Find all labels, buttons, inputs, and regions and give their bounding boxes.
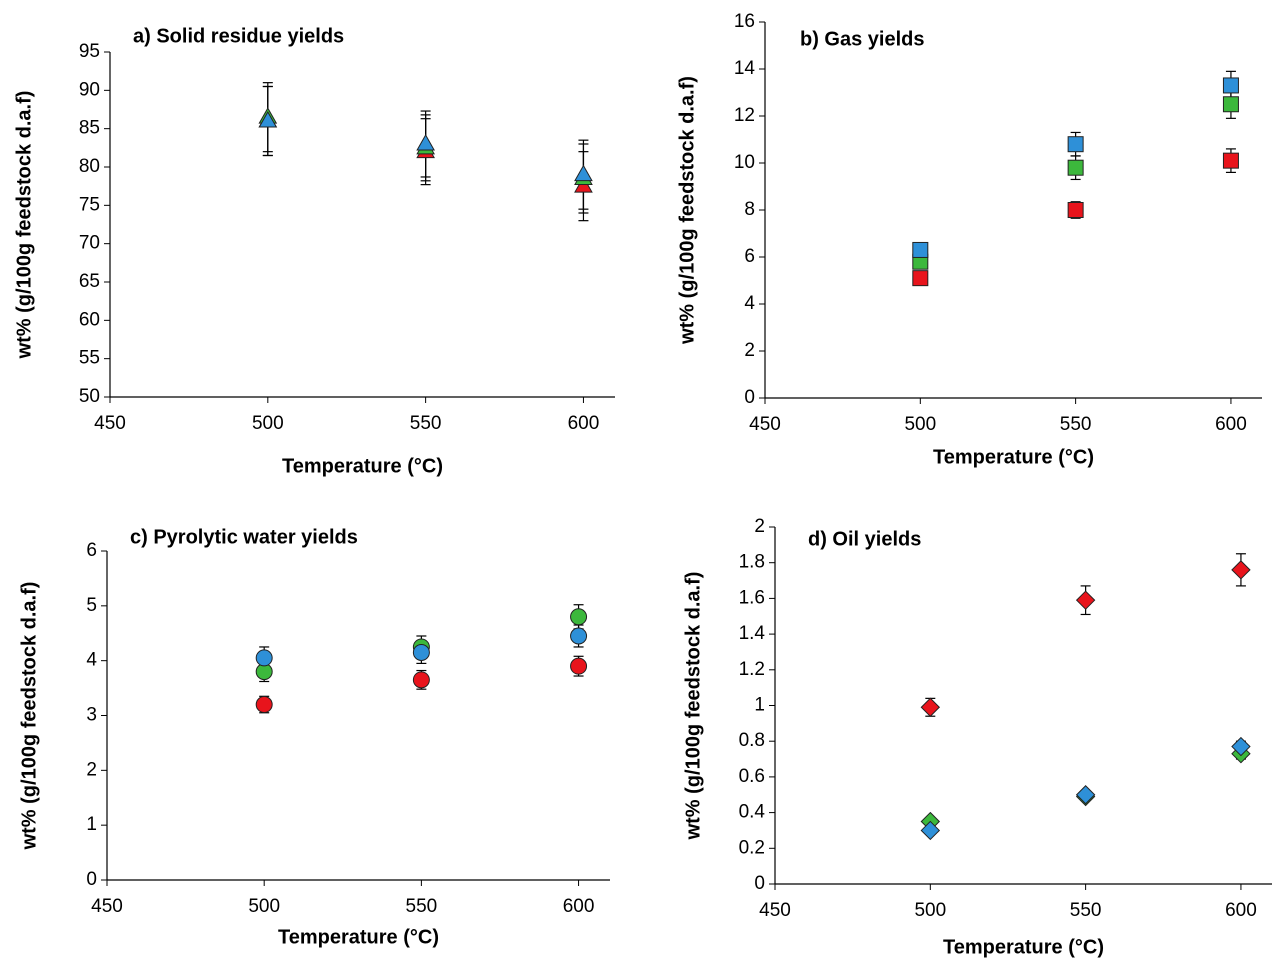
- y-tick-label: 95: [79, 41, 100, 62]
- x-tick-label: 550: [1070, 900, 1102, 921]
- x-tick-label: 450: [91, 896, 123, 917]
- x-tick-label: 600: [563, 896, 595, 917]
- subplot: 0 1 2 3 4 5 6 450 500 550 600 c) Pyrolytic water yi…: [18, 526, 610, 948]
- title: d) Oil yields: [808, 528, 921, 550]
- y-tick-label: 2: [744, 340, 755, 361]
- x-tick-label: 500: [248, 896, 280, 917]
- y-tick-label: 4: [86, 650, 97, 671]
- y-tick-label: 1.8: [739, 552, 765, 573]
- y-axis-label: wt% (g/100g feedstock d.a.f): [682, 572, 704, 841]
- x-axis-label: Temperature (°C): [933, 446, 1094, 468]
- y-tick-label: 2: [86, 759, 97, 780]
- x-tick-label: 550: [1060, 414, 1092, 435]
- y-tick-label: 0.4: [739, 802, 766, 823]
- x-tick-label: 600: [568, 413, 600, 434]
- marker: [1222, 152, 1239, 169]
- x-tick-label: 600: [1215, 414, 1247, 435]
- marker: [1075, 590, 1096, 610]
- y-tick-label: 10: [734, 152, 755, 173]
- x-tick-label: 500: [252, 413, 284, 434]
- y-tick-label: 80: [79, 156, 100, 177]
- y-tick-label: 0: [86, 869, 97, 890]
- y-tick-label: 14: [734, 58, 756, 79]
- y-tick-label: 0: [744, 387, 755, 408]
- y-tick-label: 2: [754, 516, 765, 537]
- marker: [920, 697, 941, 717]
- marker: [1222, 77, 1239, 94]
- y-tick-label: 0: [754, 873, 765, 894]
- y-tick-label: 55: [79, 348, 100, 369]
- marker: [1231, 560, 1251, 580]
- x-tick-label: 550: [406, 896, 438, 917]
- y-tick-label: 16: [734, 11, 755, 32]
- marker: [1222, 96, 1239, 113]
- title: a) Solid residue yields: [133, 25, 344, 47]
- y-tick-label: 50: [79, 386, 100, 407]
- title: b) Gas yields: [800, 28, 925, 50]
- marker: [912, 270, 929, 287]
- marker: [574, 164, 593, 182]
- marker: [570, 657, 588, 675]
- marker: [570, 627, 588, 645]
- x-tick-label: 450: [759, 900, 791, 921]
- y-tick-label: 3: [86, 705, 97, 726]
- y-tick-label: 12: [734, 105, 755, 126]
- marker: [1067, 136, 1084, 153]
- marker: [920, 820, 941, 841]
- title: c) Pyrolytic water yields: [130, 526, 358, 548]
- marker: [570, 608, 588, 626]
- x-tick-label: 450: [94, 413, 126, 434]
- y-axis-label: wt% (g/100g feedstock d.a.f): [676, 76, 698, 345]
- marker: [1067, 202, 1084, 218]
- y-tick-label: 0.6: [739, 766, 765, 787]
- marker: [1067, 159, 1084, 176]
- y-tick-label: 1: [754, 695, 765, 716]
- subplot: 0 0.2 0.4 0.6 0.8 1 1.2 1.4 1.6 1.8 2 450 500 550 600 d…: [682, 516, 1272, 958]
- x-tick-label: 600: [1225, 900, 1257, 921]
- y-tick-label: 6: [86, 540, 97, 561]
- y-tick-label: 75: [79, 194, 100, 215]
- x-tick-label: 550: [410, 413, 442, 434]
- y-tick-label: 85: [79, 118, 100, 139]
- x-tick-label: 500: [904, 414, 936, 435]
- y-tick-label: 4: [744, 293, 755, 314]
- marker: [412, 643, 430, 661]
- y-tick-label: 90: [79, 79, 100, 100]
- y-tick-label: 0.8: [739, 730, 765, 751]
- y-tick-label: 8: [744, 199, 755, 220]
- subplot: 0 2 4 6 8 10 12 14 16 450 500 550 600 b) Gas yields Te…: [676, 11, 1262, 468]
- y-axis-label: wt% (g/100g feedstock d.a.f): [18, 582, 40, 851]
- y-tick-label: 0.2: [739, 837, 765, 858]
- marker: [912, 241, 929, 258]
- y-tick-label: 6: [744, 246, 755, 267]
- y-tick-label: 1.2: [739, 659, 765, 680]
- x-axis-label: Temperature (°C): [278, 926, 439, 948]
- marker: [416, 133, 435, 151]
- marker: [412, 671, 430, 689]
- y-tick-label: 1.4: [739, 623, 766, 644]
- marker: [1231, 736, 1251, 757]
- y-tick-label: 5: [86, 595, 97, 616]
- y-tick-label: 1.6: [739, 587, 765, 608]
- marker: [1075, 785, 1096, 805]
- y-tick-label: 60: [79, 309, 100, 330]
- subplot: 50 55 60 65 70 75 80 85 90 95 450 500 550 600 a) Solid…: [13, 25, 615, 477]
- marker: [255, 649, 273, 667]
- x-axis-label: Temperature (°C): [282, 455, 443, 477]
- marker: [258, 110, 278, 128]
- x-tick-label: 450: [749, 414, 781, 435]
- y-tick-label: 1: [86, 814, 97, 835]
- y-axis-label: wt% (g/100g feedstock d.a.f): [13, 91, 35, 360]
- x-axis-label: Temperature (°C): [943, 936, 1104, 958]
- x-tick-label: 500: [914, 900, 946, 921]
- marker: [255, 696, 273, 714]
- y-tick-label: 70: [79, 233, 100, 254]
- y-tick-label: 65: [79, 271, 100, 292]
